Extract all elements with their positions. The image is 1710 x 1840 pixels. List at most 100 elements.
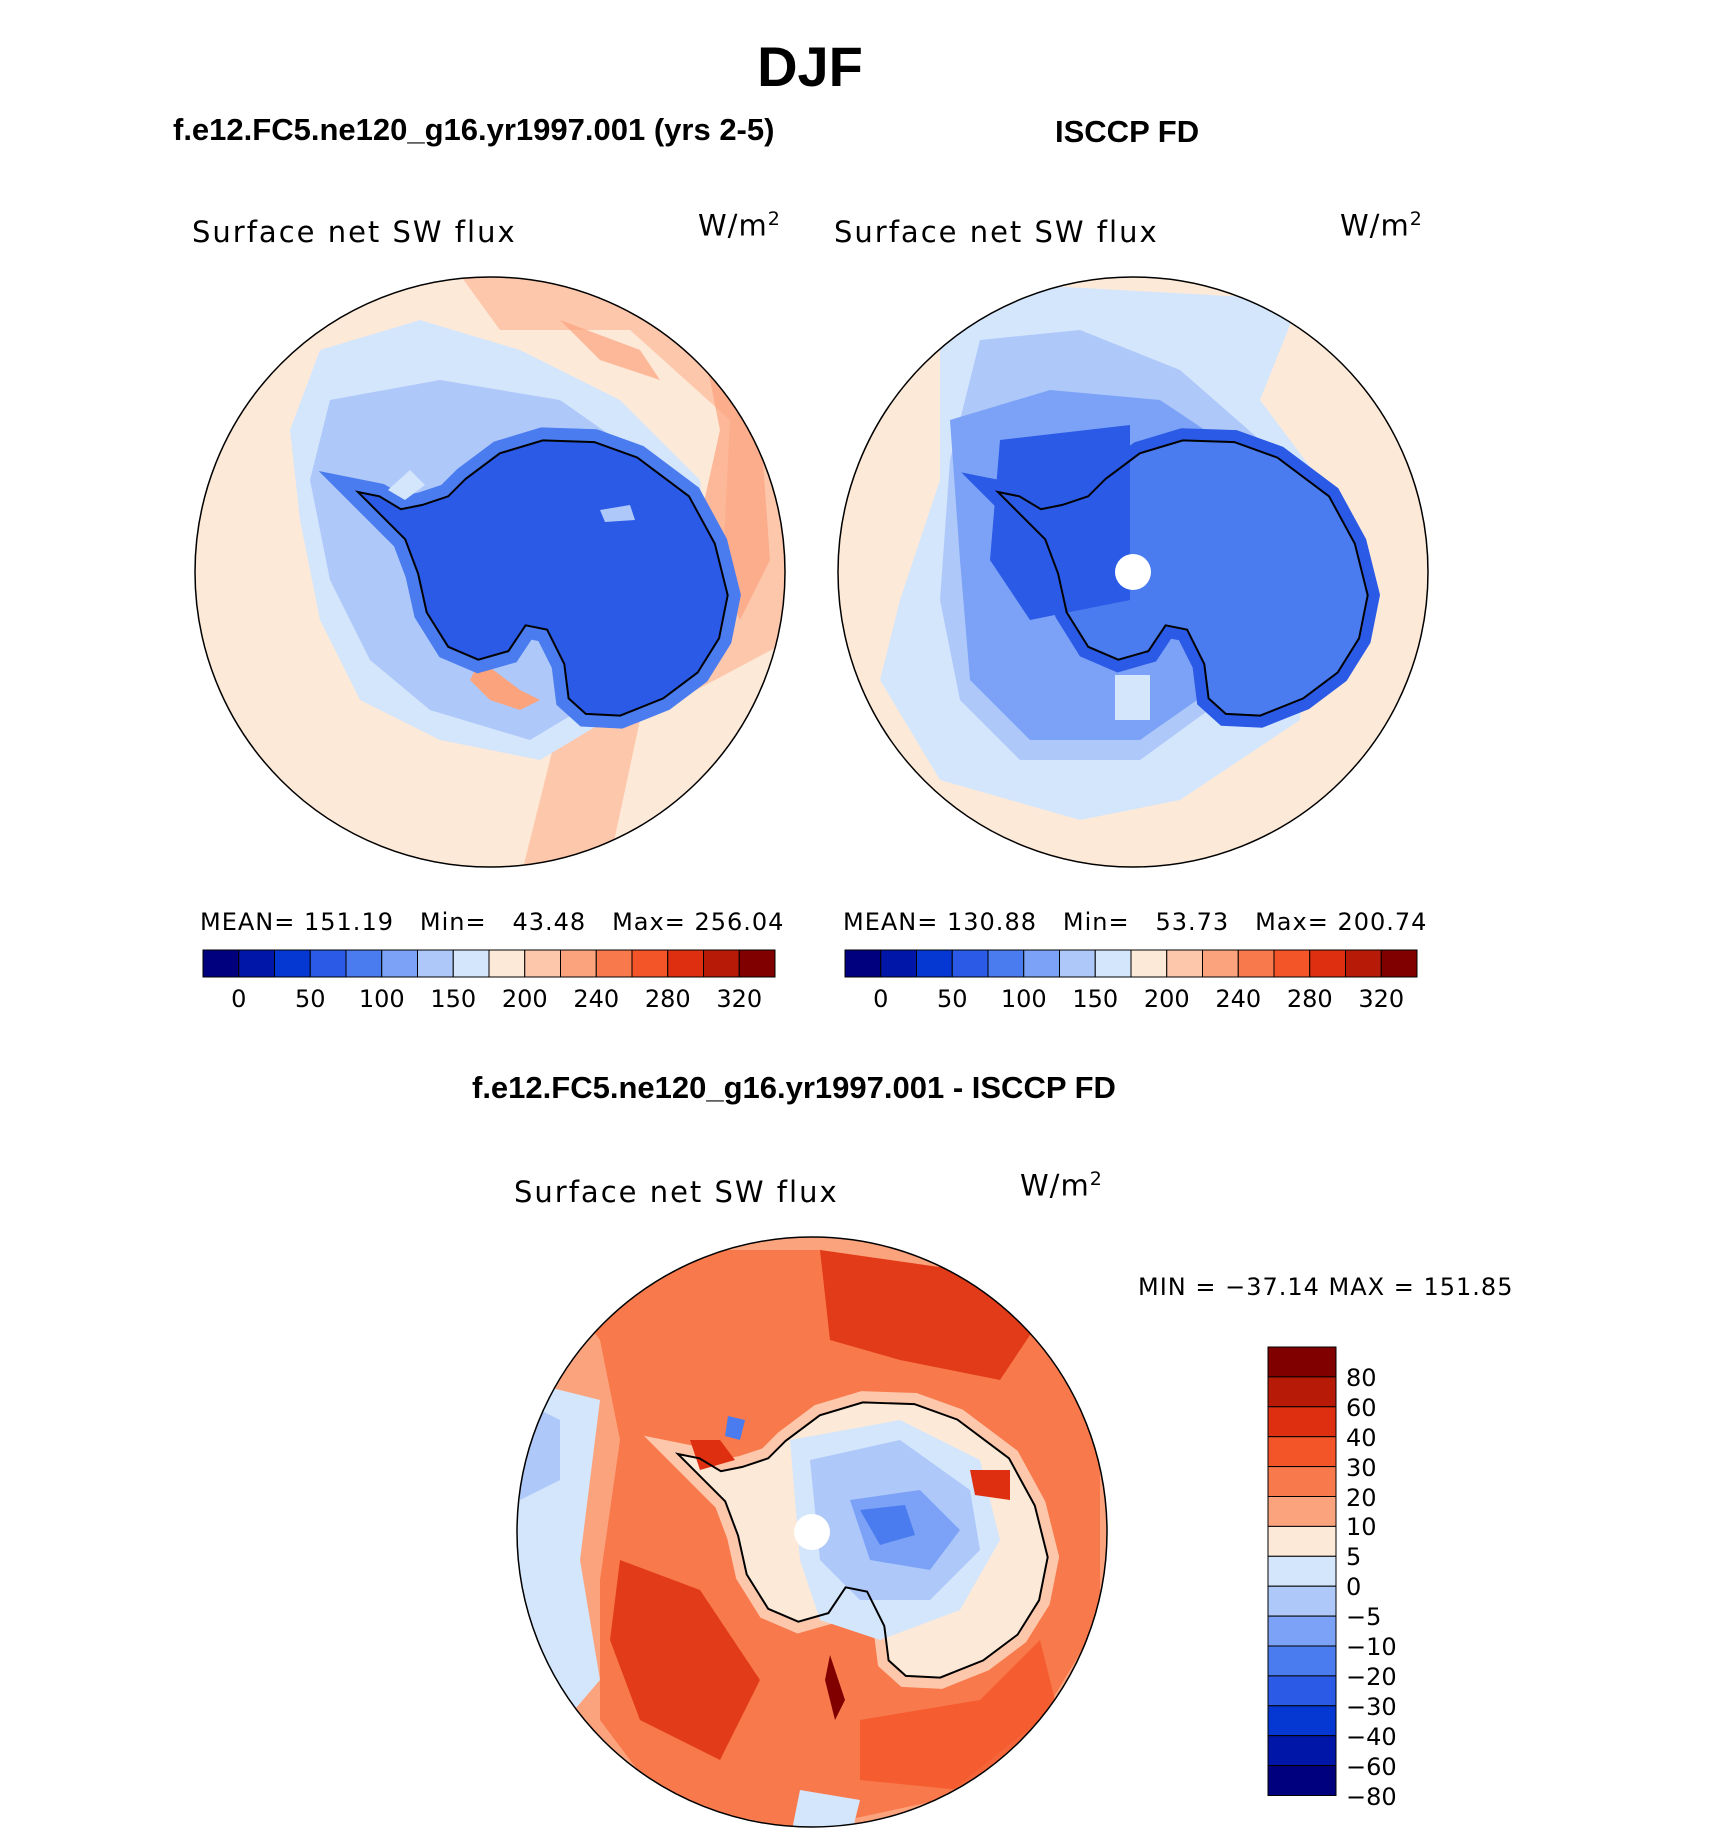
diff-colorbar-tick-label: 80 [1346, 1363, 1377, 1392]
diff-minmax: MIN = −37.14 MAX = 151.85 [1138, 1273, 1514, 1301]
diff-colorbar-tick-label: −80 [1346, 1782, 1397, 1811]
diff-map-border [516, 1236, 1108, 1828]
model-colorbar-box [703, 949, 740, 978]
diff-colorbar-box [1267, 1615, 1337, 1647]
obs-stats: MEAN= 130.88 Min= 53.73 Max= 200.74 [843, 908, 1428, 936]
obs-map [838, 277, 1428, 867]
obs-colorbar-box [1094, 949, 1132, 978]
model-colorbar-tick-label: 100 [358, 985, 405, 1013]
obs-colorbar-box [1273, 949, 1311, 978]
obs-variable-label: Surface net SW flux [834, 215, 1159, 249]
diff-colorbar-box [1267, 1645, 1337, 1677]
obs-colorbar-box [1380, 949, 1418, 978]
diff-colorbar-box [1267, 1406, 1337, 1438]
diff-colorbar-box [1267, 1346, 1337, 1378]
model-colorbar-box [345, 949, 383, 978]
diff-colorbar-box [1267, 1436, 1337, 1468]
model-panel-title: f.e12.FC5.ne120_g16.yr1997.001 (yrs 2-5) [173, 112, 775, 147]
diff-colorbar-box [1267, 1376, 1337, 1408]
model-colorbar-box [417, 949, 454, 978]
model-colorbar-tick-label: 50 [294, 985, 326, 1013]
diff-colorbar-box [1267, 1525, 1337, 1557]
obs-colorbar-box [1023, 949, 1060, 978]
obs-colorbar-tick-label: 240 [1215, 985, 1262, 1013]
obs-colorbar-tick-label: 150 [1072, 985, 1119, 1013]
model-colorbar-box [488, 949, 526, 978]
obs-colorbar-box [1202, 949, 1239, 978]
model-colorbar-box [595, 949, 633, 978]
model-colorbar-box [738, 949, 776, 978]
obs-units: W/m2 [1340, 208, 1423, 243]
obs-colorbar-tick-label: 100 [1000, 985, 1047, 1013]
model-colorbar-box [274, 949, 311, 978]
diff-colorbar-tick-label: −40 [1346, 1722, 1397, 1751]
diff-colorbar-box [1267, 1466, 1337, 1497]
obs-map-border [837, 276, 1429, 868]
diff-colorbar-tick-label: 30 [1346, 1453, 1377, 1482]
model-variable-label: Surface net SW flux [192, 215, 517, 249]
obs-colorbar-box [987, 949, 1025, 978]
diff-colorbar-tick-label: 40 [1346, 1423, 1377, 1452]
model-colorbar-tick-label: 150 [430, 985, 477, 1013]
diff-colorbar-box [1267, 1675, 1337, 1707]
diff-colorbar-tick-label: −5 [1346, 1603, 1382, 1632]
obs-panel-title: ISCCP FD [1055, 114, 1200, 149]
model-colorbar-box [381, 949, 418, 978]
diff-colorbar-box [1267, 1555, 1337, 1587]
diff-colorbar-tick-label: 0 [1346, 1573, 1362, 1602]
model-stats: MEAN= 151.19 Min= 43.48 Max= 256.04 [200, 908, 785, 936]
diff-colorbar-box [1267, 1585, 1337, 1617]
obs-colorbar-box [1059, 949, 1096, 978]
obs-colorbar-box [951, 949, 989, 978]
model-colorbar-box [667, 949, 704, 978]
diff-colorbar-tick-label: −30 [1346, 1692, 1397, 1721]
diff-variable-label: Surface net SW flux [514, 1175, 839, 1209]
obs-colorbar-box [1166, 949, 1203, 978]
obs-colorbar [844, 949, 1418, 978]
model-colorbar-box [560, 949, 597, 978]
model-units: W/m2 [698, 208, 781, 243]
model-colorbar-tick-label: 240 [573, 985, 620, 1013]
diff-colorbar-box [1267, 1735, 1337, 1767]
model-map-border [194, 276, 786, 868]
obs-colorbar-tick-label: 200 [1143, 985, 1190, 1013]
diff-colorbar-tick-label: −60 [1346, 1752, 1397, 1781]
diff-colorbar-tick-label: −20 [1346, 1662, 1397, 1691]
model-colorbar-box [309, 949, 347, 978]
model-colorbar-tick-label: 280 [644, 985, 691, 1013]
diff-colorbar-tick-label: −10 [1346, 1633, 1397, 1661]
obs-colorbar-tick-label: 280 [1286, 985, 1333, 1013]
obs-colorbar-box [916, 949, 953, 978]
diff-colorbar-box [1267, 1496, 1337, 1527]
diff-units: W/m2 [1020, 1168, 1103, 1203]
diff-colorbar-tick-label: 60 [1346, 1393, 1377, 1422]
model-colorbar [202, 949, 776, 978]
obs-colorbar-box [1309, 949, 1346, 978]
obs-colorbar-tick-label: 50 [936, 985, 968, 1013]
diff-colorbar [1267, 1346, 1337, 1796]
model-colorbar-box [524, 949, 561, 978]
model-colorbar-box [452, 949, 490, 978]
model-colorbar-tick-label: 320 [716, 985, 763, 1013]
model-colorbar-box [238, 949, 275, 978]
obs-colorbar-box [844, 949, 882, 978]
model-colorbar-box [631, 949, 669, 978]
diff-colorbar-box [1267, 1765, 1337, 1796]
diff-colorbar-tick-label: 20 [1346, 1483, 1377, 1512]
model-colorbar-box [202, 949, 240, 978]
model-colorbar-tick-label: 200 [501, 985, 548, 1013]
diff-colorbar-tick-label: 5 [1346, 1543, 1362, 1572]
obs-colorbar-tick-label: 320 [1358, 985, 1405, 1013]
obs-colorbar-box [1237, 949, 1275, 978]
diff-colorbar-box [1267, 1705, 1337, 1737]
obs-colorbar-box [1345, 949, 1382, 978]
main-title: DJF [757, 35, 863, 98]
obs-colorbar-tick-label: 0 [873, 985, 889, 1013]
diff-colorbar-tick-label: 10 [1346, 1513, 1377, 1542]
diff-map [517, 1237, 1107, 1827]
obs-colorbar-box [1130, 949, 1168, 978]
diff-panel-title: f.e12.FC5.ne120_g16.yr1997.001 - ISCCP F… [472, 1070, 1116, 1105]
model-colorbar-tick-label: 0 [231, 985, 247, 1013]
obs-colorbar-box [880, 949, 917, 978]
